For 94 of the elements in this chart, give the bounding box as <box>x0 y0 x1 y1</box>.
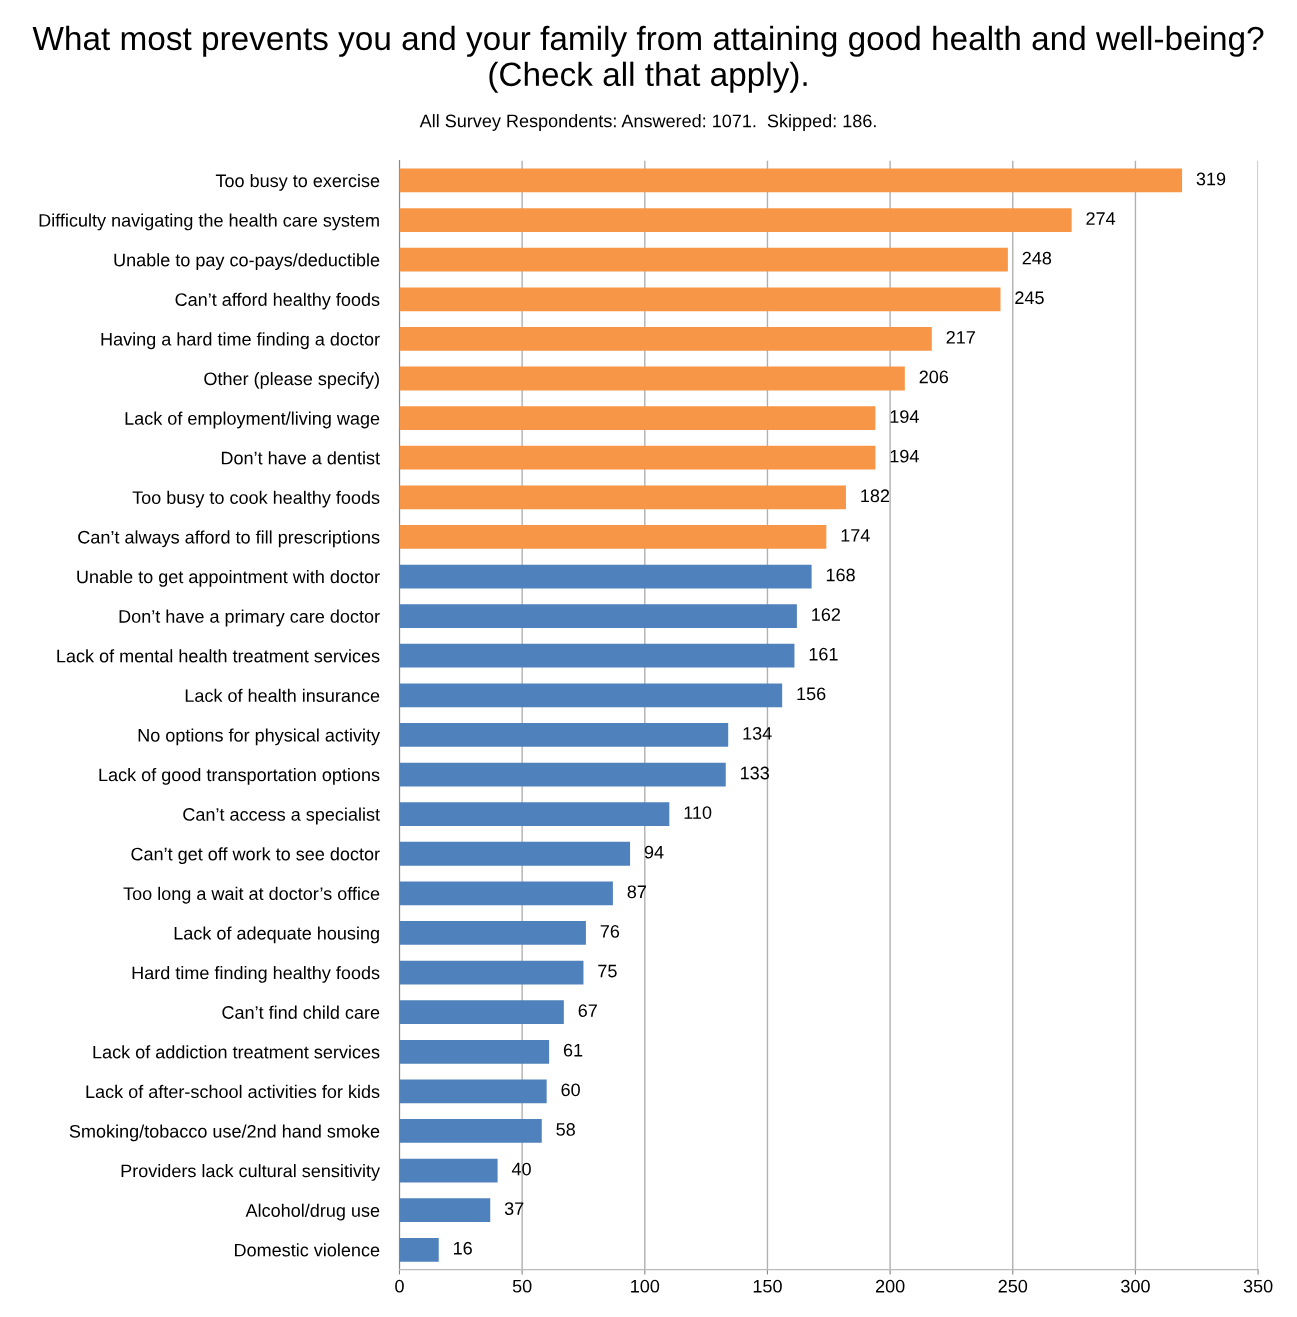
data-label: 168 <box>826 568 855 582</box>
bar <box>399 406 876 430</box>
data-label: 217 <box>946 330 975 344</box>
y-tick-label: Can’t afford healthy foods <box>175 292 380 310</box>
bar <box>399 802 670 827</box>
bar <box>399 762 726 787</box>
bar <box>399 1237 439 1262</box>
data-label: 161 <box>809 647 838 661</box>
bar <box>399 960 584 985</box>
bar <box>399 1079 547 1104</box>
chart-title: What most prevents you and your family from attaining good health and well-being? (Check all that apply). <box>32 25 1264 93</box>
x-tick-label: 300 <box>1121 1279 1150 1293</box>
bar <box>399 445 876 470</box>
y-tick-label: Can’t get off work to see doctor <box>131 847 380 865</box>
y-tick-label: Hard time finding healthy foods <box>132 966 380 983</box>
y-tick-label: Unable to pay co-pays/deductible <box>114 253 380 270</box>
x-tick-label: 350 <box>1243 1279 1273 1293</box>
y-tick-label: Too busy to exercise <box>215 173 380 191</box>
bar <box>399 881 613 906</box>
data-label: 61 <box>563 1043 583 1057</box>
y-tick-label: Difficulty navigating the health care system <box>39 213 379 231</box>
y-tick-label: Lack of after-school activities for kids <box>86 1084 380 1099</box>
data-label: 40 <box>511 1162 531 1176</box>
y-tick-label: Smoking/tobacco use/2nd hand smoke <box>69 1124 380 1142</box>
chart-subtitle: All Survey Respondents: Answered: 1071. Skipped: 186. <box>419 114 876 131</box>
data-label: 16 <box>453 1241 472 1255</box>
bar <box>399 366 905 391</box>
bar <box>399 643 795 668</box>
bar <box>399 604 797 628</box>
y-tick-label: Lack of mental health treatment services <box>57 649 380 663</box>
data-label: 274 <box>1086 212 1116 225</box>
bar <box>399 1198 491 1223</box>
x-tick-label: 150 <box>753 1279 782 1293</box>
data-label: 133 <box>741 766 769 780</box>
data-label: 60 <box>561 1083 580 1097</box>
data-label: 182 <box>861 489 890 503</box>
data-label: 174 <box>841 529 870 542</box>
bar <box>399 723 729 747</box>
x-tick-label: 100 <box>631 1279 660 1293</box>
data-label: 67 <box>578 1004 597 1018</box>
data-label: 87 <box>627 885 646 899</box>
y-tick-label: Don’t have a dentist <box>221 451 380 465</box>
data-label: 58 <box>556 1123 575 1136</box>
y-tick-label: Don’t have a primary care doctor <box>119 609 380 627</box>
bar <box>399 1000 564 1025</box>
y-tick-label: Domestic violence <box>235 1243 380 1257</box>
bar <box>399 327 932 351</box>
y-tick-label: Can’t access a specialist <box>183 807 380 825</box>
bar <box>399 683 783 708</box>
y-tick-label: Can’t always afford to fill prescriptions <box>78 530 380 548</box>
data-label: 134 <box>743 726 772 740</box>
data-label: 37 <box>504 1202 524 1216</box>
bar <box>399 208 1072 232</box>
bar <box>399 168 1183 193</box>
data-label: 156 <box>797 687 826 701</box>
data-label: 162 <box>812 608 840 621</box>
y-tick-label: Lack of good transportation options <box>99 767 380 785</box>
y-tick-label: Other (please specify) <box>204 371 379 389</box>
y-tick-label: Too busy to cook healthy foods <box>132 490 380 508</box>
bar <box>399 921 586 945</box>
y-tick-label: Too long a wait at doctor’s office <box>123 886 380 904</box>
x-tick-label: 50 <box>512 1279 532 1293</box>
data-label: 206 <box>919 370 949 384</box>
y-tick-label: Lack of health insurance <box>185 688 380 703</box>
bar <box>399 1039 550 1064</box>
data-label: 76 <box>600 925 620 938</box>
x-tick-label: 0 <box>395 1279 404 1293</box>
data-label: 110 <box>684 806 712 819</box>
data-label: 245 <box>1015 291 1044 305</box>
y-tick-label: Providers lack cultural sensitivity <box>121 1164 381 1181</box>
y-tick-label: Lack of addiction treatment services <box>93 1045 380 1059</box>
bar <box>399 525 827 549</box>
x-tick-label: 200 <box>875 1279 905 1293</box>
y-tick-label: No options for physical activity <box>138 728 381 746</box>
bar <box>399 485 846 510</box>
data-label: 194 <box>890 449 919 463</box>
bar <box>399 287 1001 312</box>
bar <box>399 841 631 866</box>
bar <box>399 1158 498 1183</box>
x-tick-label: 250 <box>998 1279 1028 1293</box>
bar <box>399 247 1008 272</box>
y-tick-label: Lack of adequate housing <box>174 926 379 944</box>
data-label: 94 <box>644 845 664 859</box>
y-tick-label: Alcohol/drug use <box>245 1203 380 1221</box>
data-label: 194 <box>890 410 919 423</box>
y-tick-label: Lack of employment/living wage <box>125 411 380 429</box>
bar <box>399 1119 542 1143</box>
data-label: 75 <box>598 964 617 978</box>
data-label: 248 <box>1022 251 1052 265</box>
y-tick-label: Unable to get appointment with doctor <box>77 569 380 587</box>
bar <box>399 564 812 589</box>
y-tick-label: Having a hard time finding a doctor <box>101 332 380 350</box>
data-label: 319 <box>1196 172 1226 186</box>
y-tick-label: Can’t find child care <box>222 1005 380 1019</box>
